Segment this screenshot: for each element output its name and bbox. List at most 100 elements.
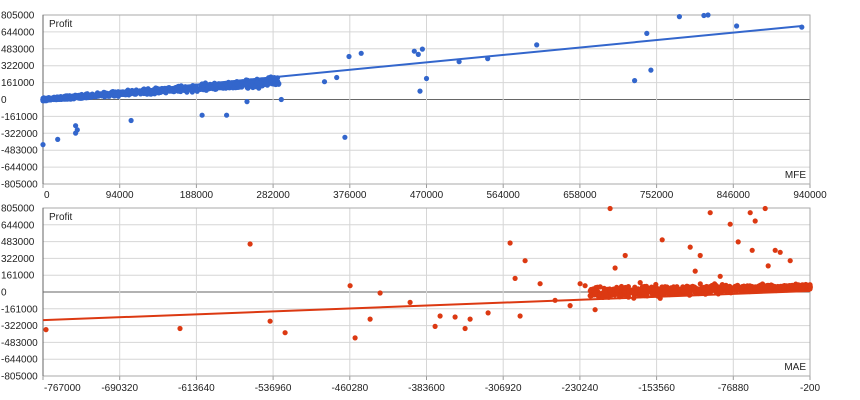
y-tick-label: 483000 <box>1 237 35 248</box>
data-point <box>267 318 273 324</box>
data-point <box>143 89 149 95</box>
y-tick-label: 0 <box>1 288 7 299</box>
data-point <box>692 268 698 274</box>
data-point <box>321 79 328 85</box>
y-tick-label: 161000 <box>1 271 35 282</box>
data-point <box>775 283 781 290</box>
y-tick-label: -483000 <box>1 338 38 349</box>
data-point <box>342 134 348 140</box>
data-point <box>437 313 443 319</box>
data-point <box>120 91 126 97</box>
data-point <box>415 51 421 58</box>
data-point <box>733 285 739 291</box>
data-point <box>807 283 813 289</box>
points-group <box>40 12 805 148</box>
data-point <box>407 299 413 305</box>
y-tick-label: -322000 <box>1 129 38 140</box>
data-point <box>701 12 707 19</box>
data-point <box>653 281 659 288</box>
data-point <box>203 87 209 93</box>
data-point <box>734 23 740 29</box>
data-point <box>567 303 573 309</box>
data-point <box>243 81 249 87</box>
data-point <box>777 249 783 255</box>
data-point <box>602 288 608 294</box>
x-tick-label: -230240 <box>562 383 599 394</box>
data-point <box>423 75 430 82</box>
data-point <box>752 218 758 224</box>
data-point <box>456 59 462 65</box>
data-point <box>239 80 245 86</box>
data-point <box>642 286 648 292</box>
data-point <box>597 284 603 290</box>
data-point <box>462 325 468 332</box>
data-point <box>772 247 778 253</box>
y-tick-label: -161000 <box>1 112 38 123</box>
data-point <box>592 307 598 313</box>
data-point <box>537 281 543 287</box>
data-point <box>721 284 727 290</box>
x-tick-label: -536960 <box>255 383 292 394</box>
x-tick-label: 282000 <box>256 190 290 201</box>
data-point <box>735 239 741 245</box>
data-point <box>749 247 755 253</box>
y-tick-label: -483000 <box>1 146 38 157</box>
x-tick-label: 940000 <box>793 190 827 201</box>
data-point <box>592 290 599 296</box>
data-point <box>612 265 618 271</box>
y-tick-label: 644000 <box>1 220 35 231</box>
data-point <box>467 316 473 322</box>
data-point <box>512 275 518 281</box>
data-point <box>377 290 383 296</box>
data-point <box>697 281 703 287</box>
data-point <box>347 283 353 289</box>
y-tick-label: 322000 <box>1 254 35 265</box>
data-point <box>187 86 193 92</box>
y-tick-label: 161000 <box>1 78 35 89</box>
data-point <box>637 280 643 286</box>
data-point <box>43 327 49 333</box>
data-point <box>264 82 270 88</box>
data-point <box>629 289 635 295</box>
data-point <box>358 50 364 56</box>
data-point <box>128 117 134 124</box>
data-point <box>696 287 702 293</box>
data-point <box>417 88 423 94</box>
data-point <box>765 263 771 269</box>
x-tick-label: -76880 <box>718 383 750 394</box>
data-point <box>756 286 762 292</box>
data-point <box>691 285 697 291</box>
x-tick-label: 846000 <box>717 190 751 201</box>
data-point <box>352 335 358 341</box>
data-point <box>762 205 768 212</box>
data-point <box>747 210 753 216</box>
data-point <box>244 99 250 105</box>
data-point <box>154 88 160 95</box>
data-point <box>676 14 683 20</box>
data-point <box>227 81 233 88</box>
data-point <box>662 287 668 293</box>
x-tick-label: -767000 <box>44 383 81 394</box>
data-point <box>762 285 768 291</box>
y-tick-label: 644000 <box>1 27 35 38</box>
data-point <box>632 78 638 84</box>
trendline <box>42 289 811 322</box>
y-tick-label: 483000 <box>1 44 35 55</box>
data-point <box>485 310 491 316</box>
data-point <box>704 286 710 293</box>
trendline <box>42 25 802 101</box>
data-point <box>687 244 693 250</box>
data-point <box>659 237 665 243</box>
data-point <box>452 314 458 320</box>
x-tick-label: -306920 <box>485 383 522 394</box>
data-point <box>115 93 121 99</box>
x-tick-label: 470000 <box>410 190 444 201</box>
x-tick-label: 564000 <box>487 190 521 201</box>
data-point <box>751 286 757 292</box>
data-point <box>334 74 340 81</box>
data-point <box>577 281 583 287</box>
data-point <box>711 286 717 292</box>
y-tick-label: -161000 <box>1 304 38 315</box>
y-tick-label: -644000 <box>1 355 38 366</box>
